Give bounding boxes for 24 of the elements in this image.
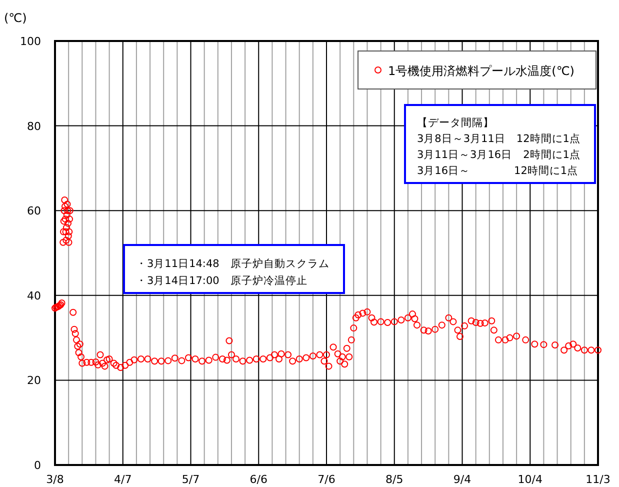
y-axis-title: (℃) xyxy=(4,11,27,25)
y-tick-label: 20 xyxy=(27,374,41,388)
x-tick-label: 8/5 xyxy=(386,473,404,486)
annotation: ・3月14日17:00 原子炉冷温停止 xyxy=(136,274,308,287)
x-tick-label: 7/6 xyxy=(318,473,336,486)
x-tick-label: 4/7 xyxy=(114,473,132,486)
x-tick-label: 6/6 xyxy=(250,473,268,486)
legend: 1号機使用済燃料プール水温度(℃) xyxy=(358,50,596,90)
annotation: 【データ間隔】 xyxy=(417,116,494,130)
x-tick-label: 10/4 xyxy=(518,473,542,486)
y-tick-label: 100 xyxy=(20,35,41,48)
annotation: ・3月11日14:48 原子炉自動スクラム xyxy=(136,256,330,270)
x-tick-label: 5/7 xyxy=(182,473,200,486)
annotation: 3月16日～ 12時間に1点 xyxy=(417,164,578,178)
x-tick-label: 11/3 xyxy=(586,473,610,486)
y-tick-label: 60 xyxy=(27,204,41,218)
x-tick-label: 3/8 xyxy=(46,473,64,486)
y-tick-label: 0 xyxy=(34,459,41,472)
x-tick-label: 9/4 xyxy=(453,473,472,486)
annotation: 3月8日～3月11日 12時間に1点 xyxy=(417,132,580,146)
y-tick-label: 80 xyxy=(27,120,41,133)
legend-label: 1号機使用済燃料プール水温度(℃) xyxy=(388,64,574,78)
annotation: 3月11日～3月16日 2時間に1点 xyxy=(417,148,580,162)
y-tick-label: 40 xyxy=(27,289,41,302)
